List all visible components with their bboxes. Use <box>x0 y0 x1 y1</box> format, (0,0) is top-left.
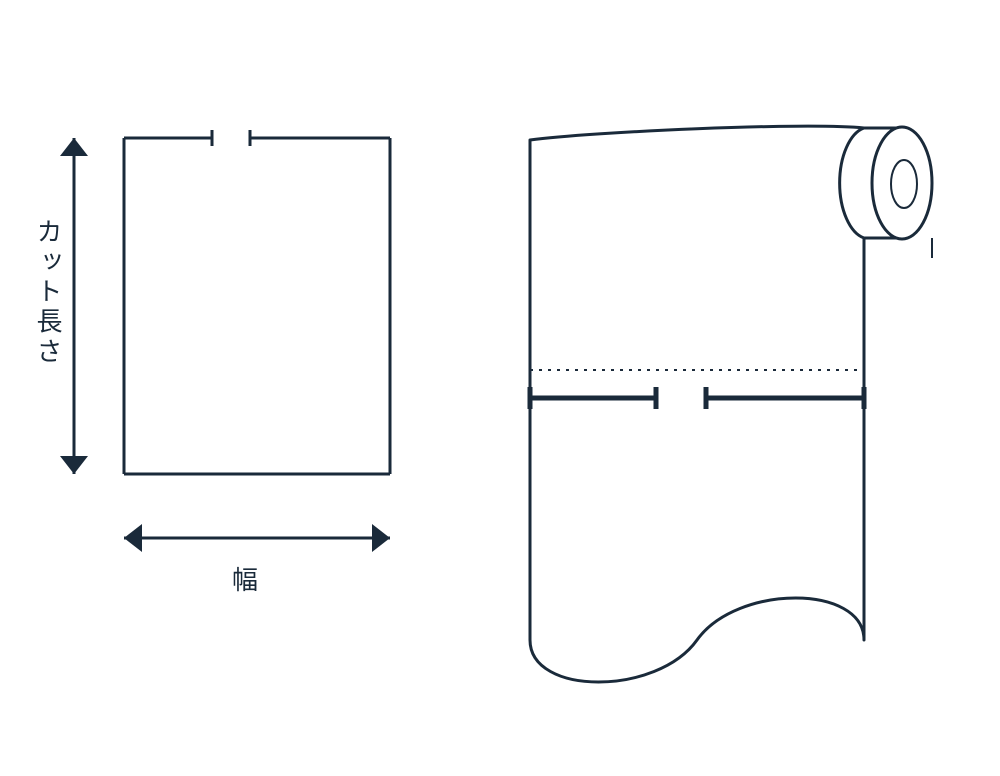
height-label: カット長さ <box>30 218 67 368</box>
diagram-canvas: カット長さ 幅 <box>0 0 1000 771</box>
width-label: 幅 <box>232 560 258 597</box>
diagram-svg <box>0 0 1000 771</box>
